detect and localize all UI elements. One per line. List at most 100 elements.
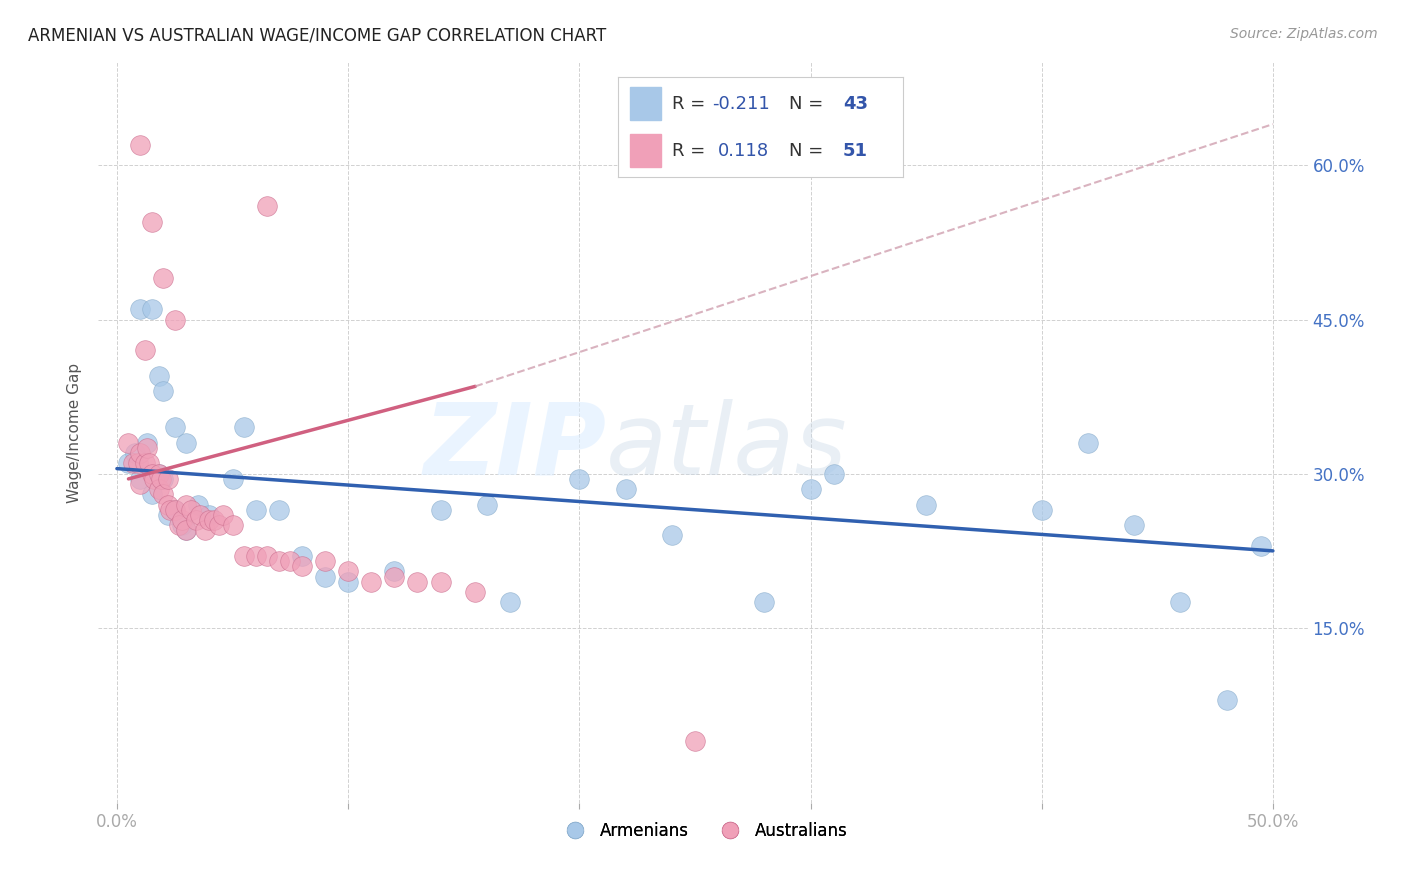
Point <box>159 502 181 516</box>
Point <box>136 441 159 455</box>
Point <box>1031 502 1053 516</box>
Point <box>141 302 163 317</box>
Point <box>337 574 360 589</box>
Point <box>127 457 149 471</box>
Point <box>661 528 683 542</box>
Point <box>163 420 186 434</box>
Point <box>382 565 405 579</box>
Point <box>754 595 776 609</box>
Legend: Armenians, Australians: Armenians, Australians <box>551 815 855 847</box>
Point <box>141 467 163 481</box>
Point <box>1123 518 1146 533</box>
Point <box>475 498 498 512</box>
Text: ARMENIAN VS AUSTRALIAN WAGE/INCOME GAP CORRELATION CHART: ARMENIAN VS AUSTRALIAN WAGE/INCOME GAP C… <box>28 27 606 45</box>
Point <box>194 524 217 538</box>
Point <box>117 436 139 450</box>
Point <box>291 549 314 563</box>
Text: atlas: atlas <box>606 399 848 496</box>
Point <box>156 508 179 522</box>
Point <box>314 554 336 568</box>
Point <box>1170 595 1192 609</box>
Point <box>221 472 243 486</box>
Point <box>124 446 146 460</box>
Point <box>278 554 301 568</box>
Point <box>198 513 221 527</box>
Point <box>142 472 165 486</box>
Point <box>187 498 209 512</box>
Point <box>208 518 231 533</box>
Point <box>1250 539 1272 553</box>
Point <box>129 477 152 491</box>
Point <box>169 518 191 533</box>
Point <box>267 554 290 568</box>
Point <box>152 472 174 486</box>
Point <box>134 343 156 358</box>
Point <box>174 524 197 538</box>
Point <box>170 518 193 533</box>
Point <box>314 569 336 583</box>
Point <box>129 472 152 486</box>
Point <box>267 502 290 516</box>
Point <box>149 472 172 486</box>
Point <box>499 595 522 609</box>
Point <box>148 467 170 481</box>
Point <box>174 498 197 512</box>
Point <box>429 502 451 516</box>
Point <box>117 457 139 471</box>
Point <box>122 457 145 471</box>
Point <box>129 446 152 460</box>
Point <box>174 524 197 538</box>
Point <box>233 549 256 563</box>
Point <box>163 312 186 326</box>
Point <box>156 472 179 486</box>
Point <box>129 137 152 152</box>
Text: Source: ZipAtlas.com: Source: ZipAtlas.com <box>1230 27 1378 41</box>
Point <box>148 482 170 496</box>
Point <box>163 502 186 516</box>
Point <box>180 502 202 516</box>
Point <box>152 487 174 501</box>
Point <box>152 384 174 399</box>
Point <box>406 574 429 589</box>
Point <box>170 513 193 527</box>
Point <box>245 549 267 563</box>
Point <box>568 472 591 486</box>
Point <box>291 559 314 574</box>
Point <box>256 199 278 213</box>
Point <box>382 569 405 583</box>
Point <box>823 467 845 481</box>
Point <box>184 513 207 527</box>
Point <box>799 482 821 496</box>
Text: ZIP: ZIP <box>423 399 606 496</box>
Y-axis label: Wage/Income Gap: Wage/Income Gap <box>67 362 83 503</box>
Point <box>148 369 170 384</box>
Point <box>129 302 152 317</box>
Point <box>202 513 225 527</box>
Point <box>245 502 267 516</box>
Point <box>141 487 163 501</box>
Point <box>141 215 163 229</box>
Point <box>683 734 706 748</box>
Point <box>360 574 382 589</box>
Point <box>198 508 221 522</box>
Point <box>134 457 156 471</box>
Point <box>256 549 278 563</box>
Point <box>233 420 256 434</box>
Point <box>148 467 170 481</box>
Point <box>1077 436 1099 450</box>
Point <box>156 498 179 512</box>
Point <box>337 565 360 579</box>
Point <box>221 518 243 533</box>
Point <box>152 271 174 285</box>
Point <box>464 585 486 599</box>
Point <box>614 482 637 496</box>
Point <box>163 502 186 516</box>
Point <box>212 508 235 522</box>
Point <box>174 436 197 450</box>
Point <box>429 574 451 589</box>
Point <box>915 498 938 512</box>
Point <box>138 457 160 471</box>
Point <box>136 436 159 450</box>
Point <box>1215 693 1237 707</box>
Point <box>188 508 211 522</box>
